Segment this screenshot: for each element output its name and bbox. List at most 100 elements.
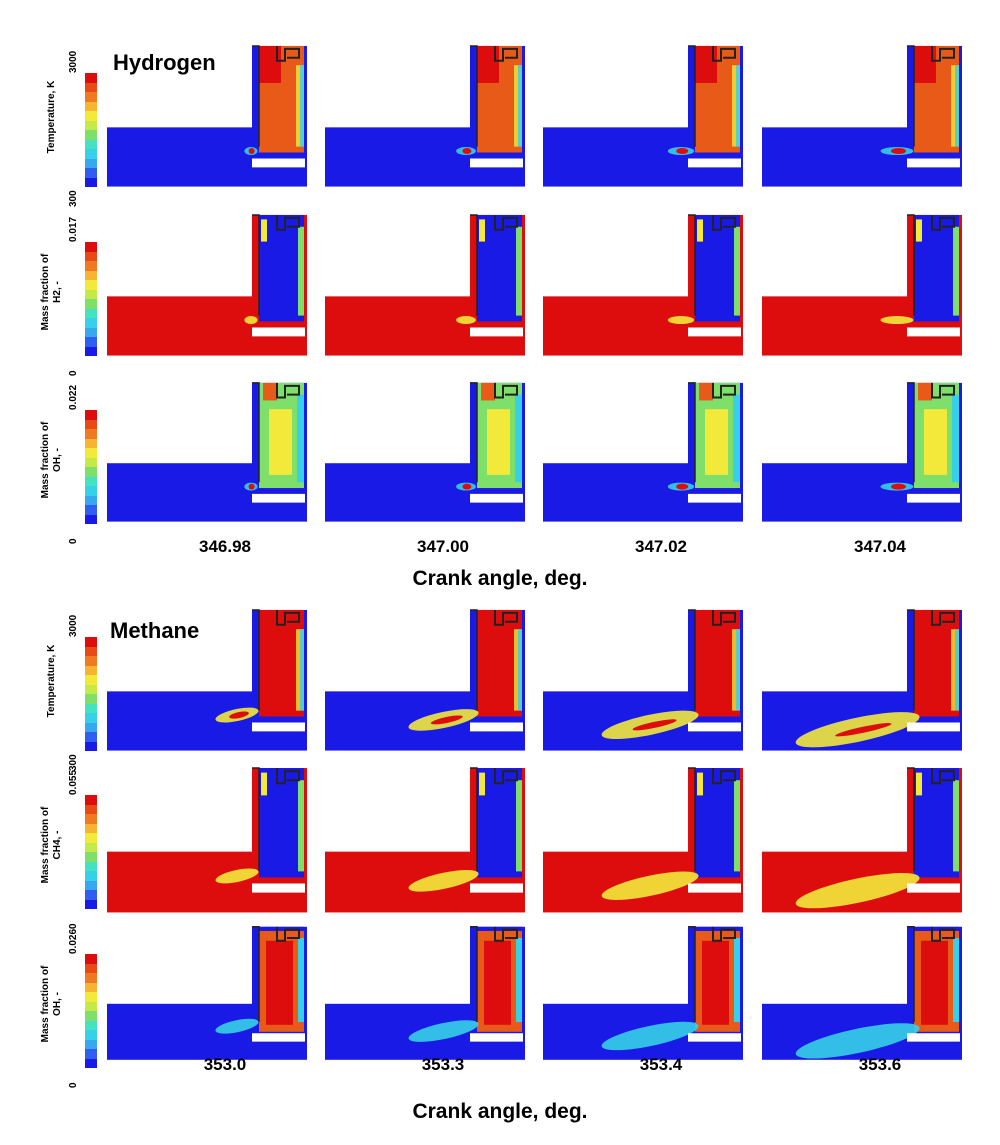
contour-panel (762, 924, 962, 1064)
colorbar (85, 242, 97, 356)
jet-core (248, 483, 255, 490)
prechamber-wall (688, 214, 696, 316)
spark-plug (712, 768, 736, 785)
spark-plug (494, 382, 518, 399)
oh-core (702, 940, 729, 1025)
contour-plot (762, 214, 962, 356)
colorbar-step (85, 982, 97, 992)
contour-plot (107, 767, 307, 913)
colorbar (85, 954, 97, 1068)
flame-edge (518, 65, 522, 147)
contour-plot (762, 609, 962, 751)
contour-plot (325, 609, 525, 751)
nozzle-wall (907, 1033, 960, 1042)
colorbar-step (85, 954, 97, 964)
jet-plume (456, 316, 476, 325)
spark-plug (712, 214, 736, 231)
colorbar-step (85, 890, 97, 900)
hot-core (914, 45, 936, 83)
colorbar-step (85, 467, 97, 477)
colorbar-step (85, 694, 97, 704)
section-title: Methane (110, 618, 200, 643)
row-label: Temperature, K (46, 80, 57, 154)
jet-plume (601, 871, 699, 900)
hot-core (695, 45, 717, 83)
colorbar-step (85, 795, 97, 805)
colorbar-step (85, 299, 97, 309)
colorbar-step (85, 289, 97, 299)
contour-panel (543, 212, 743, 360)
colorbar-step (85, 1058, 97, 1068)
contour-plot (107, 214, 307, 356)
main-chamber-field (543, 127, 688, 187)
colorbar-step (85, 486, 97, 496)
main-chamber-field (107, 296, 252, 356)
colorbar-step (85, 852, 97, 862)
contour-plot (107, 926, 307, 1060)
prechamber-wall (688, 45, 696, 147)
oh-edge (952, 394, 959, 483)
prechamber-wall (470, 382, 478, 483)
contour-plot (325, 767, 525, 913)
nozzle-wall (470, 158, 523, 168)
contour-panel (325, 765, 525, 917)
main-chamber-field (762, 127, 907, 187)
spark-plug (712, 609, 736, 626)
row-label: Mass fraction of CH4, - (40, 806, 63, 884)
flame-edge (736, 65, 740, 147)
spark-plug (494, 768, 518, 785)
colorbar-step (85, 963, 97, 973)
oh-top (481, 382, 495, 401)
spark-plug (931, 609, 955, 626)
hot-core (477, 45, 499, 83)
colorbar-step (85, 419, 97, 429)
prechamber-wall (252, 382, 260, 483)
jet-core (891, 148, 906, 155)
spark-plug (494, 45, 518, 62)
prechamber-wall (688, 767, 696, 872)
colorbar-step (85, 448, 97, 458)
colorbar-step (85, 675, 97, 685)
prechamber-wall (907, 926, 915, 1022)
jet-plume (408, 1020, 479, 1042)
crank-angle-label: 353.3 (421, 1055, 465, 1074)
colorbar-step (85, 139, 97, 149)
jet-core (676, 148, 689, 155)
nozzle-wall (688, 158, 741, 168)
colorbar-min-label: 300 (68, 190, 79, 207)
contour-panel (107, 924, 307, 1064)
contour-panel (107, 765, 307, 917)
contour-panel (543, 924, 743, 1064)
contour-panel (762, 380, 962, 526)
colorbar (85, 410, 97, 524)
contour-panel (107, 43, 307, 191)
oh-edge (516, 938, 522, 1022)
nozzle-wall (688, 493, 741, 503)
flame-edge (955, 629, 959, 711)
main-chamber-field (325, 463, 470, 522)
section-title: Hydrogen (113, 50, 216, 75)
colorbar-step (85, 814, 97, 824)
row-label: Mass fraction of OH, - (40, 421, 63, 499)
oh-edge (953, 938, 959, 1022)
colorbar-step (85, 120, 97, 130)
contour-plot (543, 926, 743, 1060)
prechamber-wall (907, 609, 915, 711)
crank-angle-label: 353.4 (639, 1055, 683, 1074)
fuel-top (916, 772, 922, 796)
colorbar-step (85, 149, 97, 159)
oh-edge (515, 394, 522, 483)
colorbar-step (85, 871, 97, 881)
colorbar-max-label: 0.055 (68, 769, 79, 795)
oh-top (263, 382, 277, 401)
colorbar-step (85, 476, 97, 486)
contour-panel (543, 765, 743, 917)
contour-plot (762, 767, 962, 913)
fuel-edge (953, 780, 959, 872)
nozzle-wall (470, 327, 523, 337)
oh-inner (269, 409, 292, 475)
contour-panel (107, 380, 307, 526)
colorbar-step (85, 804, 97, 814)
colorbar-step (85, 656, 97, 666)
spark-plug (276, 768, 300, 785)
